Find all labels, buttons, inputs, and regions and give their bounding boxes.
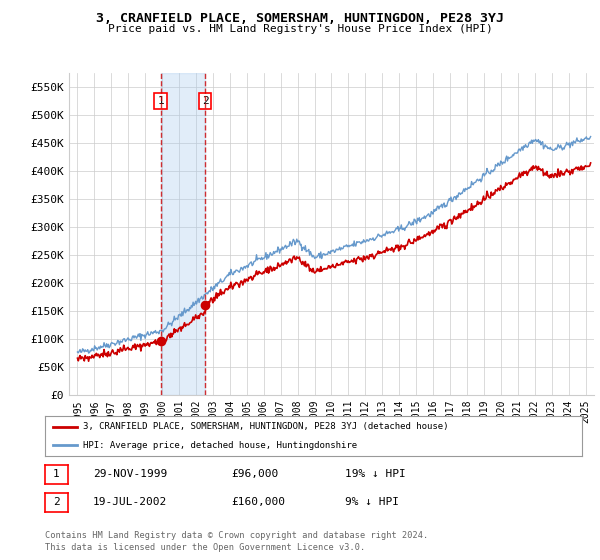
Text: This data is licensed under the Open Government Licence v3.0.: This data is licensed under the Open Gov…	[45, 543, 365, 552]
Text: 19% ↓ HPI: 19% ↓ HPI	[345, 469, 406, 479]
Text: Price paid vs. HM Land Registry's House Price Index (HPI): Price paid vs. HM Land Registry's House …	[107, 24, 493, 34]
Text: £96,000: £96,000	[231, 469, 278, 479]
Text: 29-NOV-1999: 29-NOV-1999	[93, 469, 167, 479]
Text: 1: 1	[53, 469, 60, 479]
Text: 3, CRANFIELD PLACE, SOMERSHAM, HUNTINGDON, PE28 3YJ (detached house): 3, CRANFIELD PLACE, SOMERSHAM, HUNTINGDO…	[83, 422, 448, 431]
Text: 9% ↓ HPI: 9% ↓ HPI	[345, 497, 399, 507]
Text: 2: 2	[202, 96, 209, 106]
Text: 3, CRANFIELD PLACE, SOMERSHAM, HUNTINGDON, PE28 3YJ: 3, CRANFIELD PLACE, SOMERSHAM, HUNTINGDO…	[96, 12, 504, 25]
Text: £160,000: £160,000	[231, 497, 285, 507]
Text: 1: 1	[157, 96, 164, 106]
Bar	[161, 73, 205, 395]
Text: Contains HM Land Registry data © Crown copyright and database right 2024.: Contains HM Land Registry data © Crown c…	[45, 531, 428, 540]
Text: HPI: Average price, detached house, Huntingdonshire: HPI: Average price, detached house, Hunt…	[83, 441, 357, 450]
Text: 19-JUL-2002: 19-JUL-2002	[93, 497, 167, 507]
Text: 2: 2	[53, 497, 60, 507]
